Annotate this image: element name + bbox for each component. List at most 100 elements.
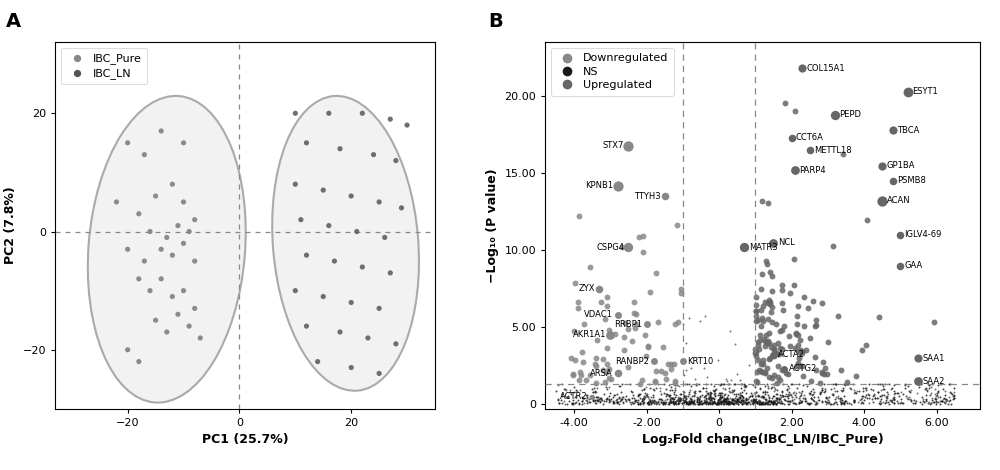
Point bbox=[674, 400, 690, 407]
Point bbox=[915, 397, 931, 404]
Point bbox=[768, 394, 784, 402]
Point bbox=[131, 210, 147, 218]
Point bbox=[593, 381, 609, 388]
Point bbox=[817, 398, 833, 405]
Point bbox=[700, 399, 716, 407]
Point bbox=[589, 396, 605, 403]
Point bbox=[894, 400, 910, 407]
Point bbox=[688, 381, 704, 388]
Point bbox=[661, 381, 677, 388]
Point bbox=[665, 395, 681, 402]
Point bbox=[885, 126, 901, 134]
Point bbox=[689, 397, 705, 405]
Point bbox=[637, 393, 653, 400]
Point bbox=[730, 391, 746, 398]
Point bbox=[715, 384, 731, 392]
Point bbox=[732, 394, 748, 402]
Point bbox=[645, 385, 661, 393]
Point bbox=[759, 400, 775, 408]
Point bbox=[650, 399, 666, 406]
Point bbox=[691, 398, 707, 406]
X-axis label: PC1 (25.7%): PC1 (25.7%) bbox=[202, 433, 288, 446]
Point bbox=[315, 187, 331, 194]
Point bbox=[648, 399, 664, 406]
Point bbox=[822, 400, 838, 407]
Point bbox=[941, 381, 957, 388]
Point bbox=[683, 396, 699, 404]
Point bbox=[886, 400, 902, 407]
Point bbox=[766, 398, 782, 405]
Point bbox=[821, 398, 837, 406]
Point bbox=[715, 400, 731, 407]
Point bbox=[765, 392, 781, 400]
Point bbox=[554, 381, 570, 388]
Point bbox=[897, 381, 913, 388]
Point bbox=[835, 399, 851, 407]
Point bbox=[691, 395, 707, 403]
Point bbox=[719, 400, 735, 407]
Point bbox=[780, 397, 796, 405]
Point bbox=[623, 388, 639, 395]
Point bbox=[610, 311, 626, 319]
Point bbox=[639, 400, 655, 407]
Point bbox=[618, 392, 634, 400]
Point bbox=[769, 390, 785, 398]
Point bbox=[930, 387, 946, 394]
Point bbox=[698, 398, 714, 405]
Point bbox=[691, 397, 707, 404]
Point bbox=[728, 399, 744, 407]
Point bbox=[187, 216, 203, 223]
Point bbox=[750, 397, 766, 404]
Point bbox=[595, 400, 611, 407]
Point bbox=[757, 395, 773, 402]
Point bbox=[717, 398, 733, 405]
Point bbox=[753, 400, 769, 407]
Point bbox=[855, 392, 871, 400]
Point bbox=[698, 398, 714, 405]
Point bbox=[615, 399, 631, 406]
Point bbox=[764, 394, 780, 402]
Point bbox=[697, 392, 713, 400]
Point bbox=[734, 397, 750, 404]
Point bbox=[918, 396, 934, 404]
Point bbox=[672, 396, 688, 404]
Point bbox=[773, 399, 789, 407]
Point bbox=[746, 389, 762, 396]
Point bbox=[750, 341, 766, 348]
Point bbox=[683, 400, 699, 407]
Point bbox=[602, 331, 618, 339]
Point bbox=[768, 400, 784, 407]
Point bbox=[661, 400, 677, 407]
Point bbox=[765, 399, 781, 406]
Point bbox=[707, 386, 723, 394]
Point bbox=[869, 394, 885, 402]
Point bbox=[760, 299, 776, 307]
Point bbox=[763, 343, 779, 351]
Point bbox=[634, 398, 650, 405]
Point bbox=[846, 399, 862, 406]
Point bbox=[671, 382, 687, 390]
Point bbox=[740, 398, 756, 406]
Point bbox=[704, 394, 720, 402]
Point bbox=[769, 396, 785, 403]
Point bbox=[667, 393, 683, 401]
Point bbox=[698, 395, 714, 403]
Point bbox=[837, 397, 853, 405]
Point bbox=[729, 397, 745, 404]
Point bbox=[681, 399, 697, 406]
Point bbox=[889, 397, 905, 405]
Point bbox=[830, 392, 846, 399]
Point bbox=[911, 383, 927, 391]
Point bbox=[927, 385, 943, 392]
Point bbox=[806, 397, 822, 405]
Point bbox=[662, 395, 678, 402]
Point bbox=[814, 368, 830, 376]
Point bbox=[667, 320, 683, 328]
Point bbox=[568, 392, 584, 399]
Text: AKR1A1: AKR1A1 bbox=[573, 330, 606, 339]
Point bbox=[782, 289, 798, 297]
Point bbox=[382, 269, 398, 277]
Point bbox=[715, 381, 731, 388]
Point bbox=[796, 294, 812, 301]
Point bbox=[895, 390, 911, 398]
